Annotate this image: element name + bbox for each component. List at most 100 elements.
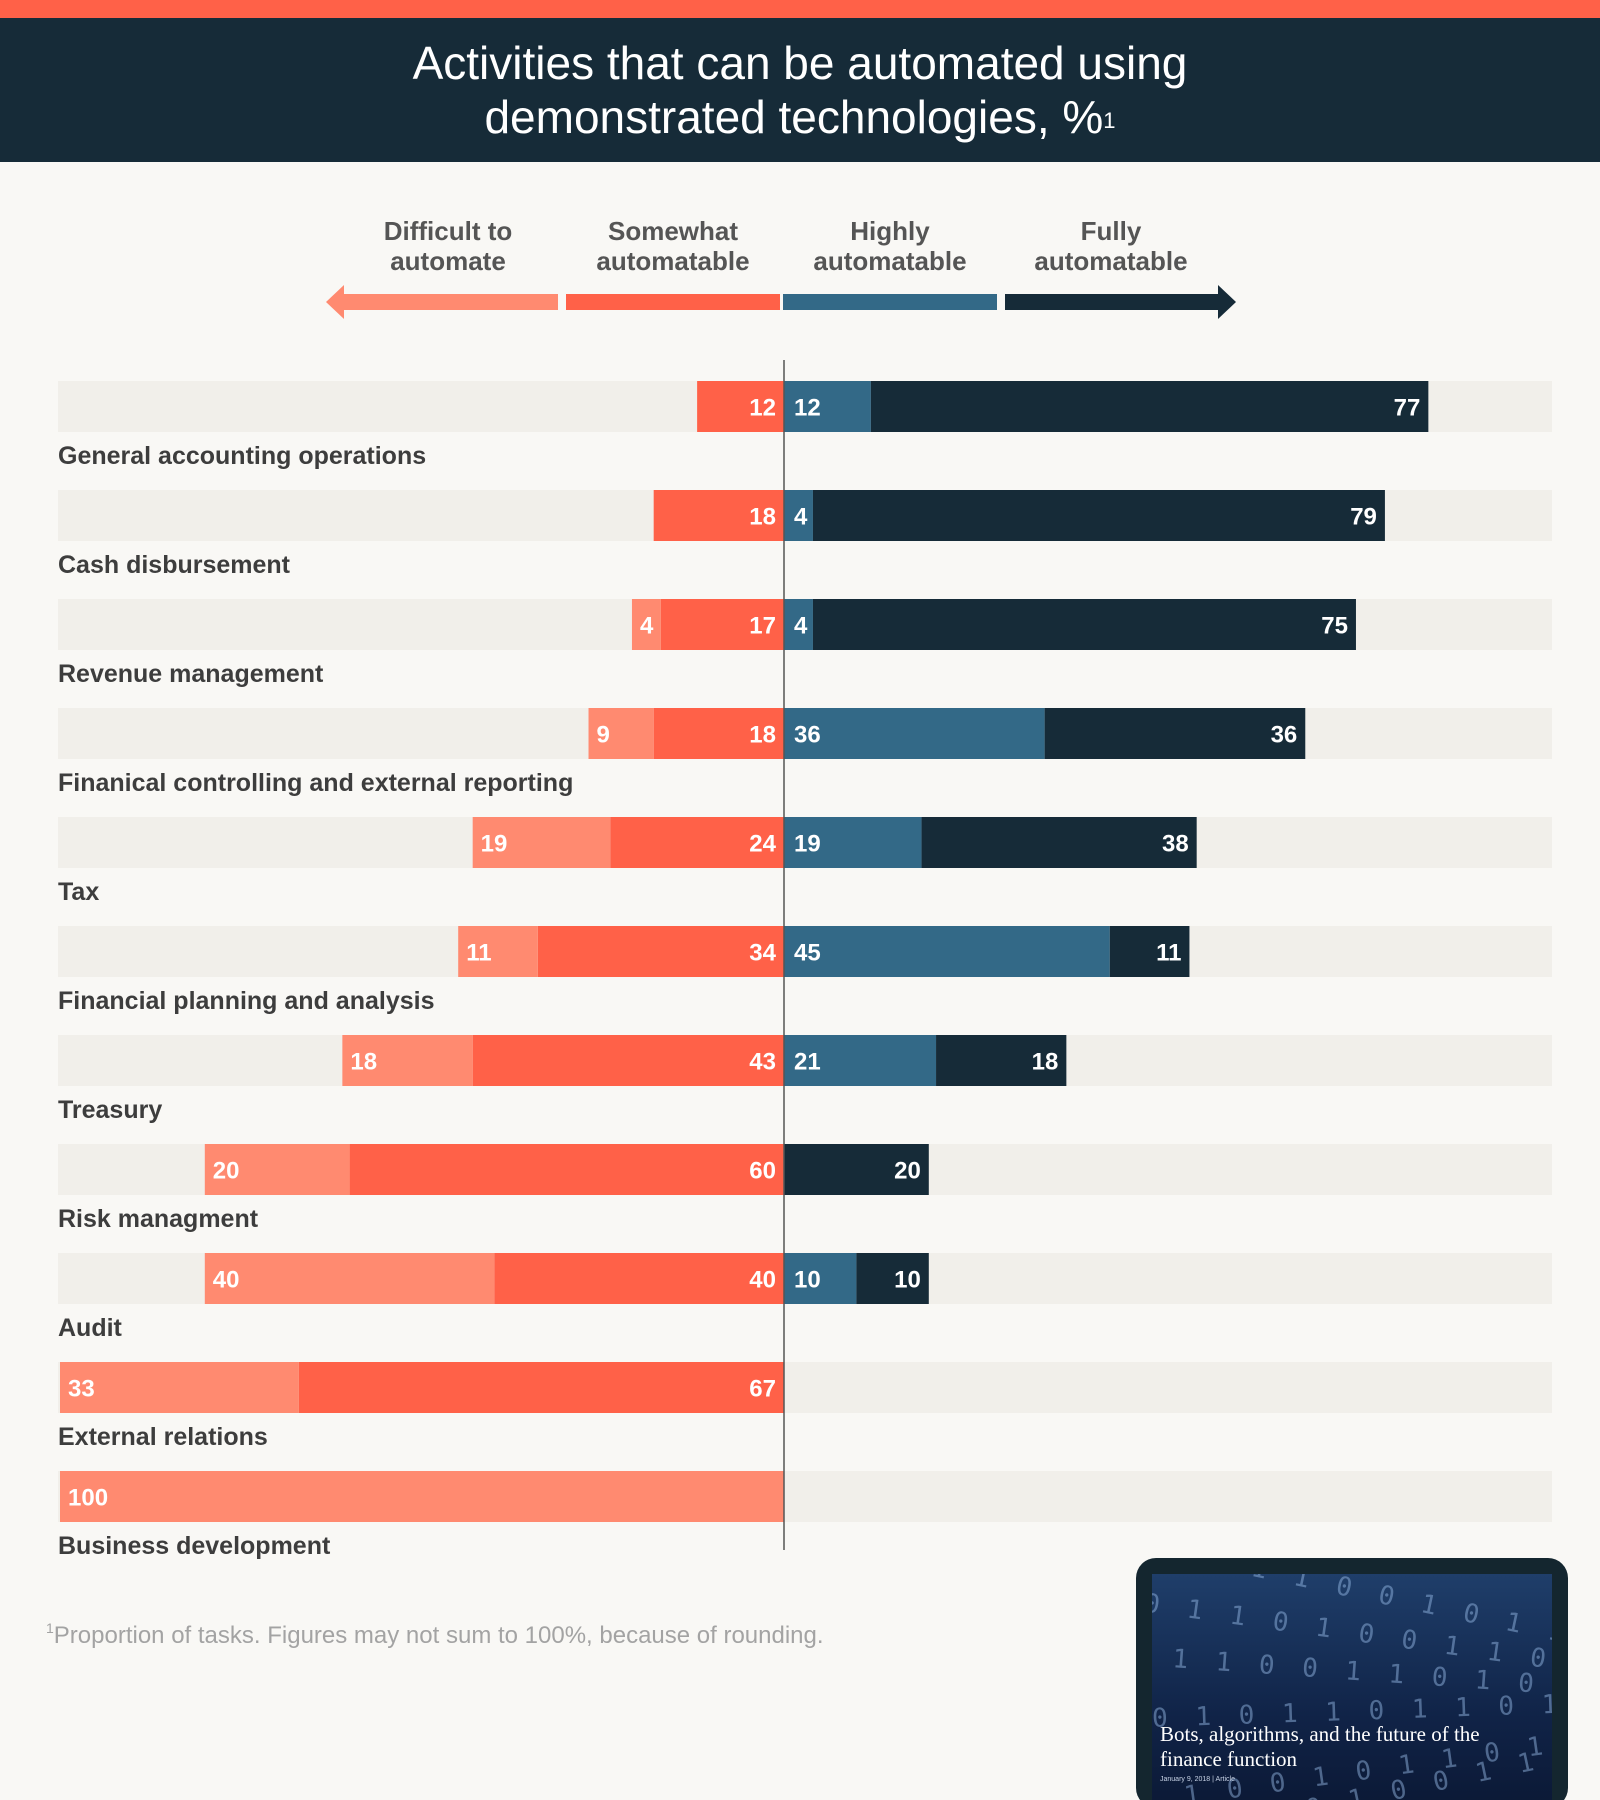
bar-somewhat-general-accounting-operations [697, 381, 784, 432]
legend-bar-fully [1005, 294, 1218, 310]
bar-somewhat-audit [494, 1253, 784, 1304]
legend-arrow-right-icon [1218, 285, 1236, 319]
value-label-highly-treasury: 21 [794, 1049, 821, 1076]
article-title[interactable]: Bots, algorithms, and the future of the … [1160, 1722, 1480, 1771]
value-label-difficult-business-development: 100 [68, 1485, 108, 1512]
legend-label-difficult: Difficult to automate [383, 216, 513, 276]
value-label-difficult-financial-planning-and-analysis: 11 [466, 940, 491, 967]
category-label-risk-managment: Risk managment [58, 1205, 259, 1233]
value-label-highly-cash-disbursement: 4 [794, 504, 808, 531]
value-label-fully-treasury: 18 [1032, 1049, 1059, 1076]
value-label-somewhat-treasury: 43 [749, 1049, 776, 1076]
value-label-somewhat-tax: 24 [749, 831, 776, 858]
value-label-somewhat-audit: 40 [749, 1267, 776, 1294]
value-label-fully-finanical-controlling-and-external-reporting: 36 [1271, 722, 1298, 749]
value-label-difficult-audit: 40 [213, 1267, 240, 1294]
category-label-cash-disbursement: Cash disbursement [58, 551, 291, 579]
legend-arrow-left-icon [326, 285, 344, 319]
title-line-2: demonstrated technologies, % [484, 91, 1104, 143]
category-label-external-relations: External relations [58, 1423, 268, 1451]
bar-fully-cash-disbursement [812, 490, 1385, 541]
bar-highly-revenue-management [784, 599, 813, 650]
value-label-somewhat-general-accounting-operations: 12 [749, 395, 776, 422]
legend-label-highly: Highly automatable [813, 216, 967, 276]
category-label-treasury: Treasury [58, 1096, 162, 1124]
value-label-somewhat-external-relations: 67 [749, 1376, 776, 1403]
category-label-finanical-controlling-and-external-reporting: Finanical controlling and external repor… [58, 769, 573, 797]
bar-fully-treasury [936, 1035, 1067, 1086]
value-label-fully-general-accounting-operations: 77 [1394, 395, 1421, 422]
value-label-fully-cash-disbursement: 79 [1350, 504, 1377, 531]
article-meta: January 9, 2018 | Article [1160, 1776, 1235, 1783]
bar-fully-revenue-management [812, 599, 1356, 650]
legend-bar-somewhat [566, 294, 780, 310]
value-label-difficult-external-relations: 33 [68, 1376, 95, 1403]
bar-difficult-external-relations [60, 1362, 299, 1413]
bar-difficult-finanical-controlling-and-external-reporting [588, 708, 654, 759]
category-label-revenue-management: Revenue management [58, 660, 324, 688]
bar-fully-general-accounting-operations [870, 381, 1429, 432]
category-label-audit: Audit [58, 1314, 123, 1342]
value-label-difficult-risk-managment: 20 [213, 1158, 240, 1185]
value-label-somewhat-cash-disbursement: 18 [749, 504, 776, 531]
bar-somewhat-risk-managment [349, 1144, 784, 1195]
chart-header: Activities that can be automated using d… [0, 18, 1600, 162]
value-label-fully-revenue-management: 75 [1321, 613, 1348, 640]
bar-highly-tax [784, 817, 922, 868]
bar-somewhat-financial-planning-and-analysis [537, 926, 784, 977]
value-label-highly-tax: 19 [794, 831, 821, 858]
bar-fully-tax [921, 817, 1197, 868]
top-accent-stripe [0, 0, 1600, 18]
bar-highly-audit [784, 1253, 857, 1304]
value-label-highly-finanical-controlling-and-external-reporting: 36 [794, 722, 821, 749]
value-label-highly-revenue-management: 4 [794, 613, 808, 640]
bar-somewhat-finanical-controlling-and-external-reporting [653, 708, 784, 759]
bar-highly-treasury [784, 1035, 937, 1086]
value-label-difficult-treasury: 18 [350, 1049, 377, 1076]
related-article-card[interactable]: 1 0 1 1 0 0 1 0 1 1 0 0 1 1 0 1 0 0 1 1 … [1136, 1558, 1568, 1800]
bar-highly-finanical-controlling-and-external-reporting [784, 708, 1045, 759]
value-label-fully-tax: 38 [1162, 831, 1189, 858]
value-label-highly-audit: 10 [794, 1267, 821, 1294]
bar-difficult-revenue-management [631, 599, 661, 650]
category-label-financial-planning-and-analysis: Financial planning and analysis [58, 987, 434, 1015]
footnote-text: Proportion of tasks. Figures may not sum… [53, 1622, 824, 1649]
value-label-somewhat-revenue-management: 17 [749, 613, 776, 640]
article-thumbnail: 1 0 1 1 0 0 1 0 1 1 0 0 1 1 0 1 0 0 1 1 … [1152, 1574, 1552, 1800]
value-label-difficult-revenue-management: 4 [640, 613, 654, 640]
footnote-marker: 1 [46, 1620, 54, 1636]
value-label-fully-financial-planning-and-analysis: 11 [1156, 940, 1181, 967]
value-label-difficult-tax: 19 [481, 831, 508, 858]
title-line-1: Activities that can be automated using [412, 37, 1188, 89]
value-label-highly-general-accounting-operations: 12 [794, 395, 821, 422]
bar-difficult-financial-planning-and-analysis [458, 926, 538, 977]
bar-somewhat-treasury [472, 1035, 784, 1086]
bar-difficult-risk-managment [204, 1144, 350, 1195]
bar-highly-general-accounting-operations [784, 381, 871, 432]
bar-difficult-business-development [60, 1471, 784, 1522]
chart-title: Activities that can be automated using d… [413, 36, 1188, 144]
value-label-fully-audit: 10 [894, 1267, 921, 1294]
value-label-somewhat-finanical-controlling-and-external-reporting: 18 [749, 722, 776, 749]
category-label-business-development: Business development [58, 1532, 331, 1560]
value-label-difficult-finanical-controlling-and-external-reporting: 9 [597, 722, 610, 749]
legend-label-somewhat: Somewhat automatable [596, 216, 750, 276]
bar-fully-finanical-controlling-and-external-reporting [1044, 708, 1306, 759]
value-label-somewhat-risk-managment: 60 [749, 1158, 776, 1185]
bar-highly-cash-disbursement [784, 490, 813, 541]
bar-fully-audit [856, 1253, 929, 1304]
diverging-bar-chart: 12 12 77 General accounting operations 18 4 79… [58, 285, 1552, 1560]
category-label-tax: Tax [58, 878, 99, 906]
bar-fully-financial-planning-and-analysis [1109, 926, 1190, 977]
legend-label-fully: Fully automatable [1034, 216, 1188, 276]
title-footnote-marker: 1 [1103, 108, 1116, 133]
bar-difficult-tax [472, 817, 611, 868]
bar-highly-financial-planning-and-analysis [784, 926, 1110, 977]
footnote: 1Proportion of tasks. Figures may not su… [46, 1620, 824, 1650]
bar-difficult-treasury [342, 1035, 473, 1086]
bar-somewhat-cash-disbursement [653, 490, 784, 541]
value-label-somewhat-financial-planning-and-analysis: 34 [749, 940, 776, 967]
bar-difficult-audit [204, 1253, 495, 1304]
category-label-general-accounting-operations: General accounting operations [58, 442, 426, 470]
bar-somewhat-external-relations [298, 1362, 784, 1413]
